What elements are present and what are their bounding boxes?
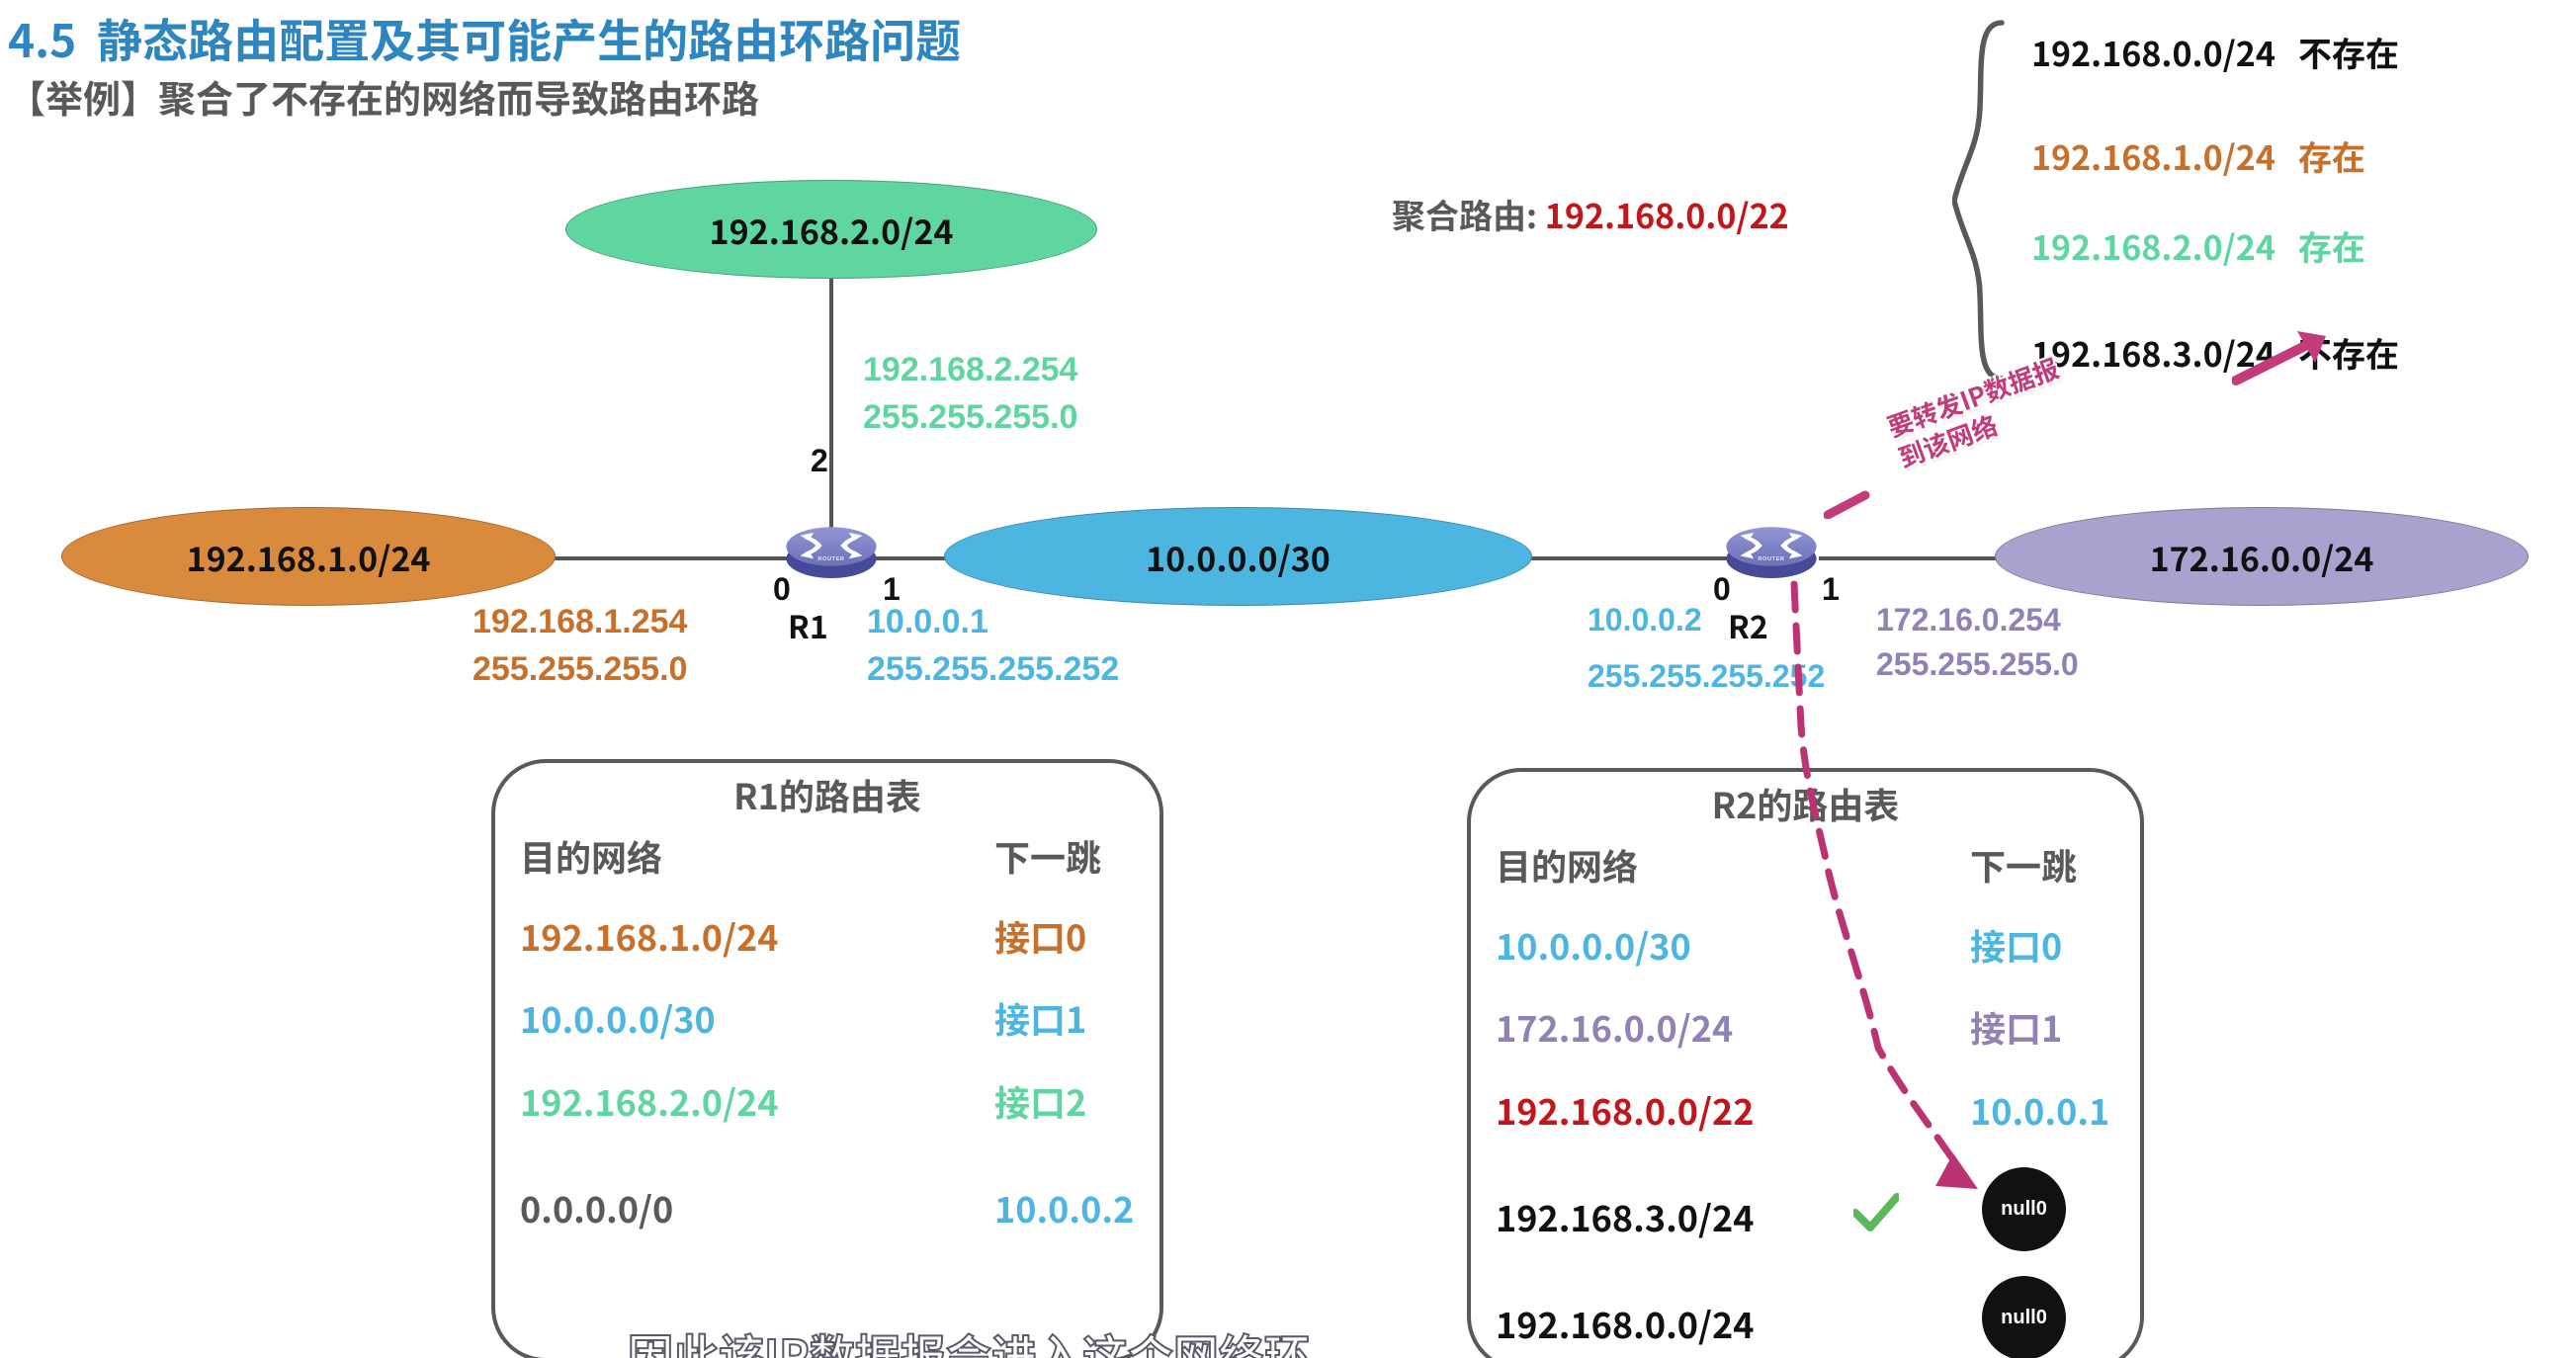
svg-text:ROUTER: ROUTER bbox=[817, 556, 844, 562]
